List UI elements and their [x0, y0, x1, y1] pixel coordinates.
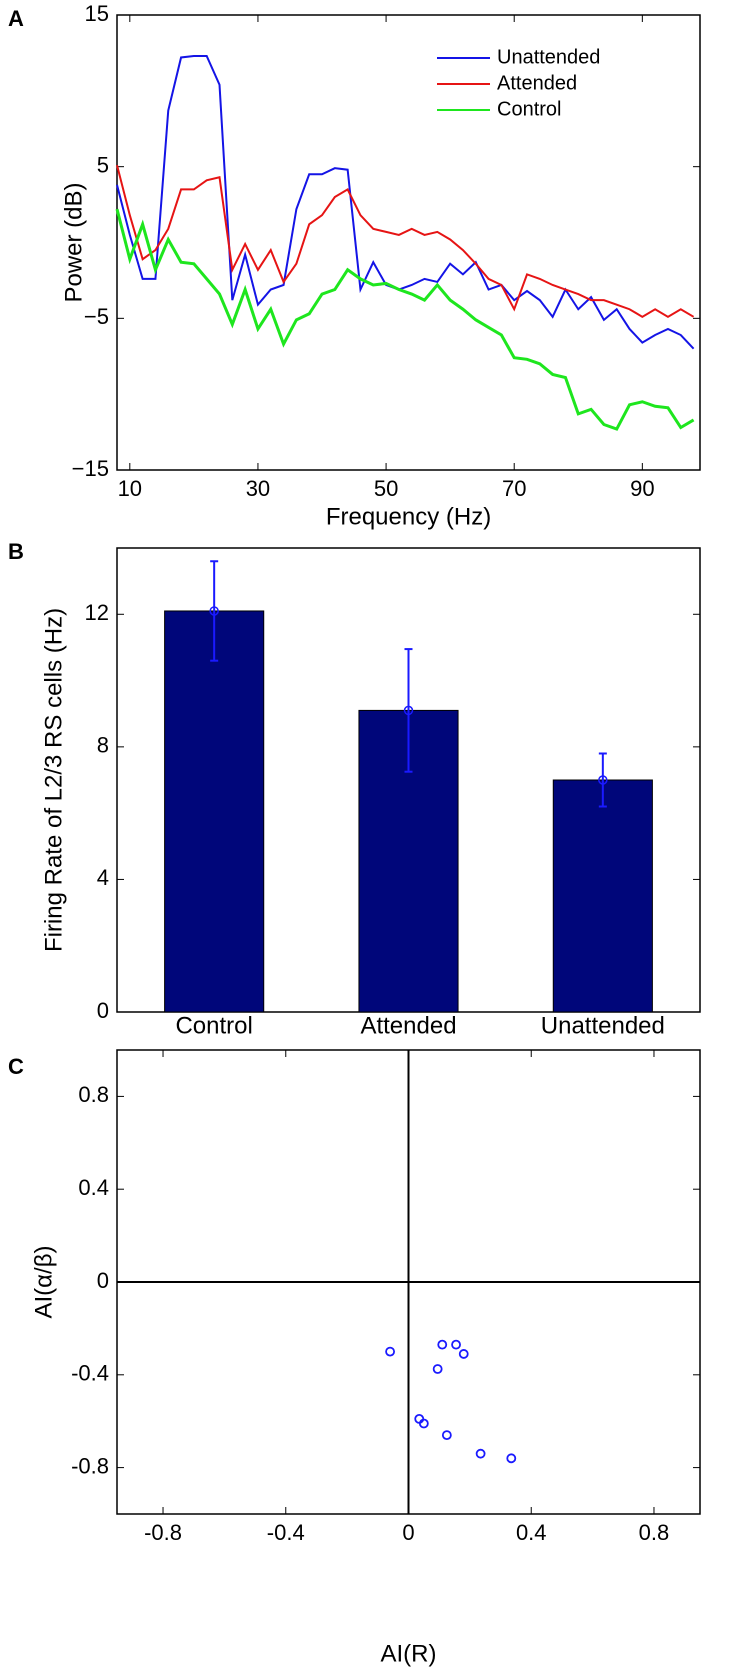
x-tick-label: 10 [118, 476, 142, 501]
y-axis-label: Power (dB) [60, 182, 87, 302]
y-axis-label: Firing Rate of L2/3 RS cells (Hz) [40, 608, 67, 952]
y-tick-label: −15 [72, 456, 109, 481]
x-tick-label: 70 [502, 476, 526, 501]
line-series [115, 208, 695, 431]
x-tick-label: 0 [402, 1520, 414, 1545]
x-tick-label: 0.8 [639, 1520, 670, 1545]
y-tick-label: 8 [97, 733, 109, 758]
x-tick-label: Control [175, 1012, 252, 1039]
line-series [116, 54, 695, 350]
error-center [598, 775, 608, 785]
point [418, 1418, 429, 1429]
error-center [403, 705, 414, 716]
y-tick-label: 4 [97, 865, 109, 890]
x-tick-label: -0.4 [267, 1520, 305, 1545]
x-tick-label: 50 [374, 476, 398, 501]
y-tick-label: 0.4 [78, 1175, 109, 1200]
point [475, 1448, 486, 1459]
x-tick-label: Attended [360, 1012, 456, 1039]
y-tick-label: 5 [97, 152, 109, 177]
y-tick-label: -0.4 [71, 1361, 109, 1386]
point [437, 1339, 448, 1350]
point [458, 1349, 469, 1359]
legend-label: Control [497, 98, 561, 120]
y-tick-label: 0 [97, 1268, 109, 1293]
y-tick-label: 12 [85, 600, 109, 625]
y-tick-label: 0.8 [78, 1082, 109, 1107]
y-tick-label: -0.8 [71, 1453, 109, 1478]
point [441, 1430, 452, 1441]
point [506, 1453, 517, 1464]
point [385, 1346, 395, 1357]
axes-box [116, 14, 701, 471]
legend-label: Attended [497, 72, 577, 94]
line-series [116, 164, 695, 318]
y-tick-label: 15 [85, 1, 109, 26]
x-axis-label: AI(R) [381, 1640, 437, 1667]
bar [552, 779, 653, 1013]
x-axis-label: Frequency (Hz) [326, 503, 491, 530]
point [414, 1413, 425, 1424]
bar [164, 610, 265, 1013]
bar [358, 709, 459, 1013]
panel-label: C [8, 1054, 24, 1079]
error-center [209, 606, 219, 616]
y-tick-label: 0 [97, 998, 109, 1023]
point [432, 1364, 443, 1374]
point [451, 1339, 461, 1350]
y-tick-label: −5 [84, 304, 109, 329]
x-tick-label: Unattended [541, 1012, 665, 1039]
panel-label: A [8, 6, 24, 31]
legend-label: Unattended [497, 46, 600, 68]
x-tick-label: 90 [630, 476, 654, 501]
x-tick-label: 0.4 [516, 1520, 547, 1545]
y-axis-label: AI(α/β) [30, 1245, 57, 1318]
panel-label: B [8, 539, 24, 564]
x-tick-label: 30 [246, 476, 270, 501]
x-tick-label: -0.8 [144, 1520, 182, 1545]
